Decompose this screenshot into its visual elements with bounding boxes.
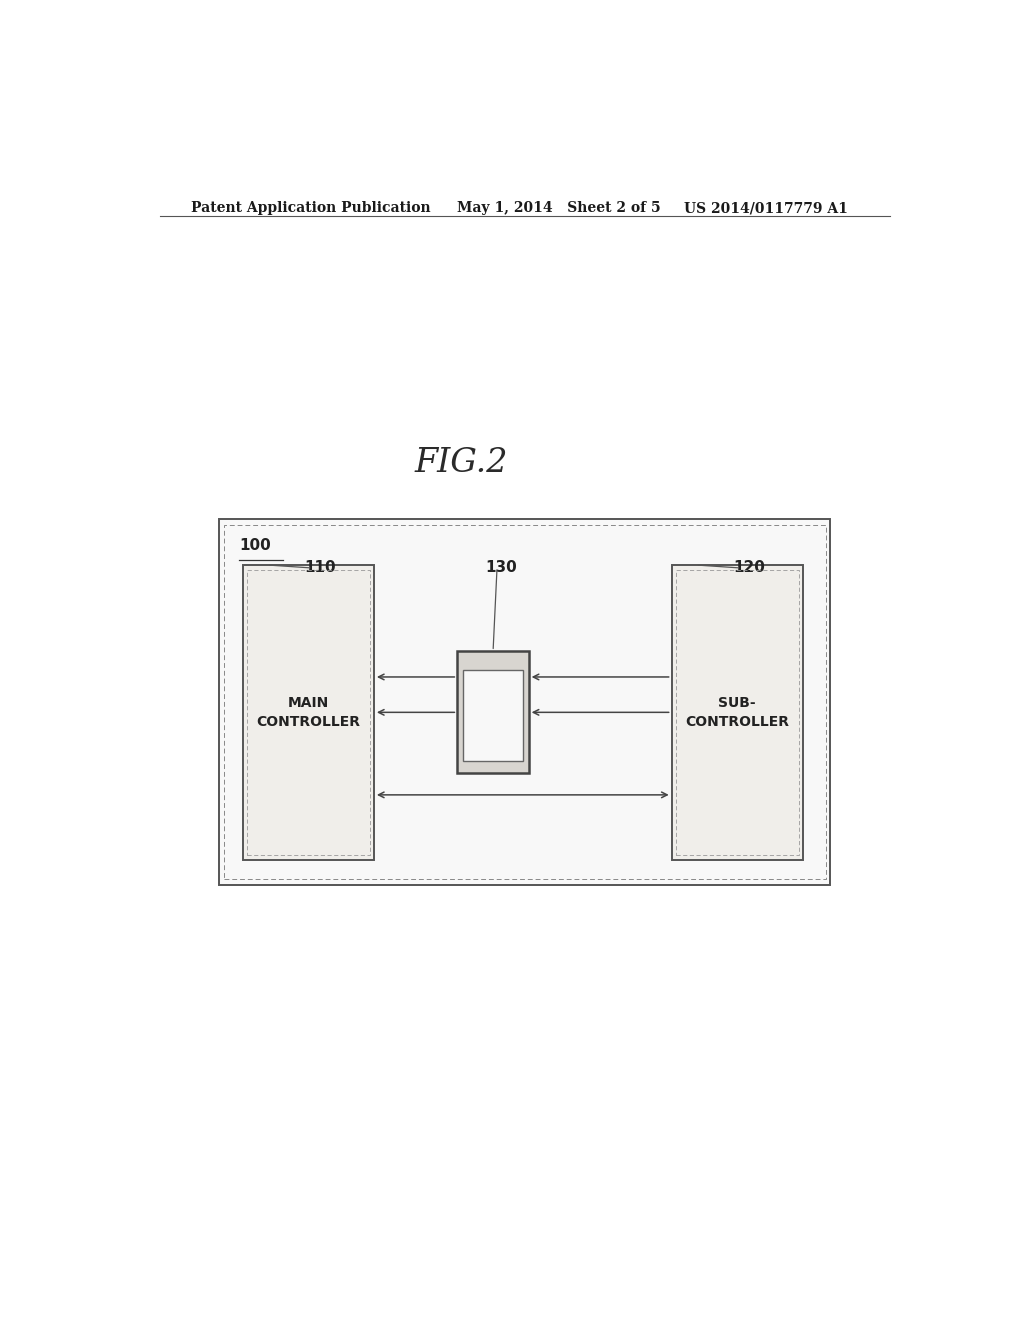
Bar [224,525,825,879]
Text: SUB-
CONTROLLER: SUB- CONTROLLER [685,696,790,729]
Text: May 1, 2014   Sheet 2 of 5: May 1, 2014 Sheet 2 of 5 [458,201,660,215]
Text: 110: 110 [304,560,336,576]
Bar [458,651,528,774]
Text: MAIN
CONTROLLER: MAIN CONTROLLER [257,696,360,729]
Bar [243,565,374,859]
Text: 130: 130 [485,560,517,576]
Bar [219,519,830,886]
Bar [463,669,523,762]
Text: US 2014/0117779 A1: US 2014/0117779 A1 [684,201,848,215]
Text: 100: 100 [240,537,271,553]
Bar [676,570,799,854]
Bar [672,565,803,859]
Text: Patent Application Publication: Patent Application Publication [191,201,431,215]
Bar [247,570,370,854]
Text: 120: 120 [733,560,765,576]
Text: FIG.2: FIG.2 [415,447,508,479]
